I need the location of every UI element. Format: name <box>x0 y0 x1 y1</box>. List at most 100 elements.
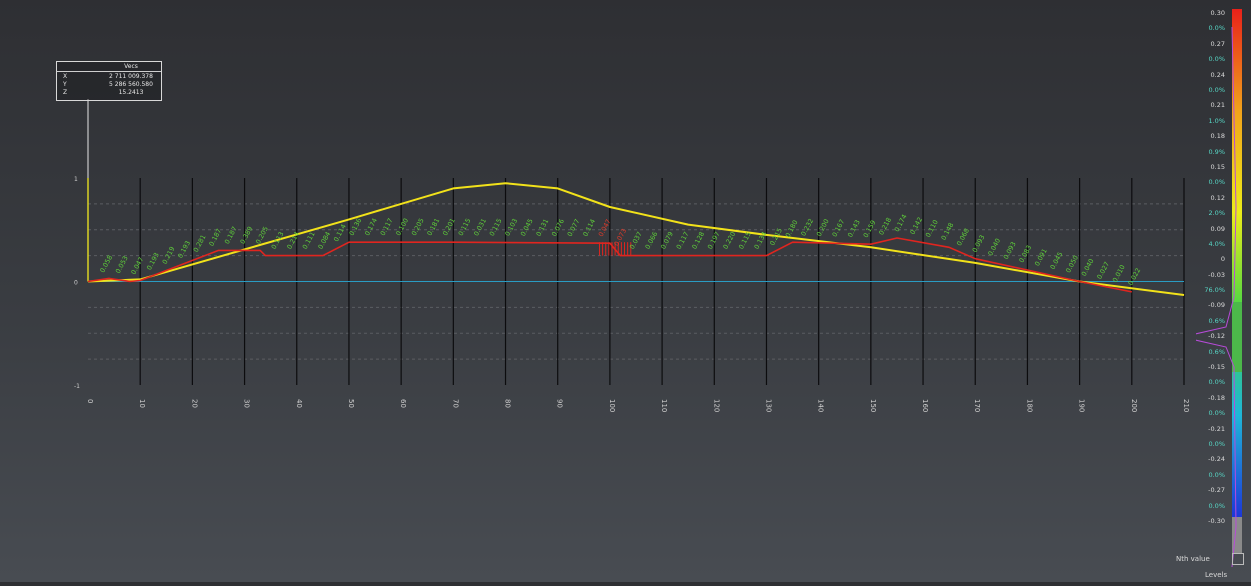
scale-label: 0.9% <box>1208 147 1225 156</box>
info-row-y: Y 5 286 560.580 <box>57 81 161 89</box>
deviation-value-label: 0.187 <box>223 225 239 245</box>
x-tick-label: 100 <box>608 399 616 412</box>
deviation-value-label: 0.073 <box>612 227 628 247</box>
scale-label: 0.0% <box>1208 470 1225 479</box>
deviation-value-label: 0.114 <box>332 223 348 243</box>
deviation-value-label: 0.022 <box>1127 267 1143 287</box>
scale-label: 76.0% <box>1204 286 1225 295</box>
x-tick-label: 90 <box>556 399 564 408</box>
deviation-value-label: 0.220 <box>721 230 737 250</box>
scale-label: -0.15 <box>1208 363 1225 372</box>
y-tick-label: 1 <box>74 176 78 183</box>
scale-label: -0.30 <box>1208 517 1225 525</box>
deviation-value-label: 0.084 <box>316 230 332 250</box>
info-row-x: X 2 711 009.378 <box>57 73 161 81</box>
deviation-value-label: 0.193 <box>176 239 192 259</box>
scale-label: 0.0% <box>1208 55 1225 64</box>
color-scale-panel: 0.30 0.0% 0.27 0.0% 0.24 0.0% 0.21 1.0% 0.18 0.9%… <box>1181 7 1251 582</box>
info-key-z: Z <box>63 89 68 96</box>
deviation-value-label: 0.050 <box>1064 254 1080 274</box>
deviation-value-label: 0.093 <box>1002 240 1018 260</box>
deviation-value-label: 0.040 <box>986 237 1002 257</box>
x-tick-label: 70 <box>451 399 459 408</box>
scale-label: -0.27 <box>1208 486 1225 495</box>
scale-label: 0 <box>1220 255 1225 264</box>
info-key-x: X <box>63 73 68 80</box>
info-title: Vecs <box>124 63 138 70</box>
deviation-value-label: 0.115 <box>737 230 753 250</box>
deviation-value-label: 0.218 <box>877 216 893 236</box>
levels-label[interactable]: Levels <box>1205 571 1228 579</box>
deviation-value-label: 0.114 <box>581 218 597 238</box>
info-title-row: Vecs <box>57 63 161 71</box>
deviation-value-label: 0.159 <box>862 219 878 239</box>
y-tick-label: 0 <box>74 280 78 287</box>
scale-label: 0.0% <box>1208 178 1225 187</box>
deviation-value-label: 0.110 <box>924 219 940 239</box>
scale-label: 0.21 <box>1210 101 1225 110</box>
color-scale-gradient <box>1232 9 1242 517</box>
nth-value-checkbox[interactable] <box>1232 553 1244 565</box>
x-tick-label: 50 <box>347 399 355 408</box>
x-tick-label: 150 <box>869 399 877 412</box>
deviation-value-label: 0.181 <box>425 217 441 237</box>
deviation-value-label: 0.201 <box>441 217 457 237</box>
deviation-value-label: 0.197 <box>706 230 722 250</box>
scale-label: 0.15 <box>1210 162 1225 171</box>
info-separator <box>57 71 161 72</box>
scale-label: 0.0% <box>1208 409 1225 418</box>
deviation-value-label: 0.281 <box>192 233 208 253</box>
deviation-value-label: 0.047 <box>130 256 146 276</box>
deviation-value-label: 0.083 <box>1017 244 1033 264</box>
scale-label: -0.24 <box>1208 455 1225 464</box>
deviation-value-label: 0.205 <box>410 217 426 237</box>
info-value-z: 15.2413 <box>118 89 144 96</box>
deviation-value-label: 0.117 <box>379 217 395 237</box>
scale-label: -0.09 <box>1208 301 1225 310</box>
deviation-value-label: 0.187 <box>207 227 223 247</box>
x-tick-label: 30 <box>243 399 251 408</box>
x-tick-label: 190 <box>1078 399 1086 412</box>
scale-label: 0.09 <box>1210 224 1225 233</box>
scale-label: 2.0% <box>1208 209 1225 218</box>
deviation-value-label: 0.193 <box>145 251 161 271</box>
scale-label: 0.0% <box>1208 501 1225 510</box>
deviation-value-label: 0.180 <box>784 219 800 239</box>
deviation-value-label: 0.076 <box>550 218 566 238</box>
scale-label: 4.0% <box>1208 239 1225 248</box>
scale-label: 0.24 <box>1210 70 1225 79</box>
x-tick-label: 20 <box>190 399 198 408</box>
scale-label: 0.0% <box>1208 440 1225 449</box>
x-tick-label: 180 <box>1025 399 1033 412</box>
nth-value-toggle[interactable]: Nth value <box>1176 551 1248 565</box>
scale-label: 0.0% <box>1208 24 1225 33</box>
scale-label: 0.0% <box>1208 378 1225 387</box>
x-tick-label: 210 <box>1182 399 1190 412</box>
deviation-value-label: 0.131 <box>535 217 551 237</box>
info-value-x: 2 711 009.378 <box>109 73 153 80</box>
deviation-value-label: 0.148 <box>940 221 956 241</box>
x-tick-label: 130 <box>764 399 772 412</box>
measured-surface-line <box>87 237 1132 293</box>
deviation-value-label: 0.232 <box>799 217 815 237</box>
x-tick-label: 140 <box>817 399 825 412</box>
info-value-y: 5 286 560.580 <box>109 81 153 88</box>
design-surface-line <box>87 182 1185 296</box>
coordinate-info-box: Vecs X 2 711 009.378 Y 5 286 560.580 Z 1… <box>56 61 162 101</box>
deviation-value-label: 0.091 <box>1033 247 1049 267</box>
y-tick-label: -1 <box>74 383 80 390</box>
scale-label: 0.18 <box>1210 132 1225 141</box>
color-scale-tolerance-band <box>1232 302 1242 372</box>
x-tick-label: 40 <box>295 399 303 408</box>
deviation-value-label: 0.113 <box>270 230 286 250</box>
deviation-value-label: 0.031 <box>472 217 488 237</box>
deviation-value-label: 0.115 <box>457 217 473 237</box>
info-row-z: Z 15.2413 <box>57 89 161 97</box>
deviation-value-label: 0.174 <box>363 217 379 237</box>
deviation-value-label: 0.045 <box>1049 251 1065 271</box>
x-tick-label: 200 <box>1130 399 1138 412</box>
nth-value-label: Nth value <box>1176 555 1210 563</box>
scale-label: 0.6% <box>1208 316 1225 325</box>
